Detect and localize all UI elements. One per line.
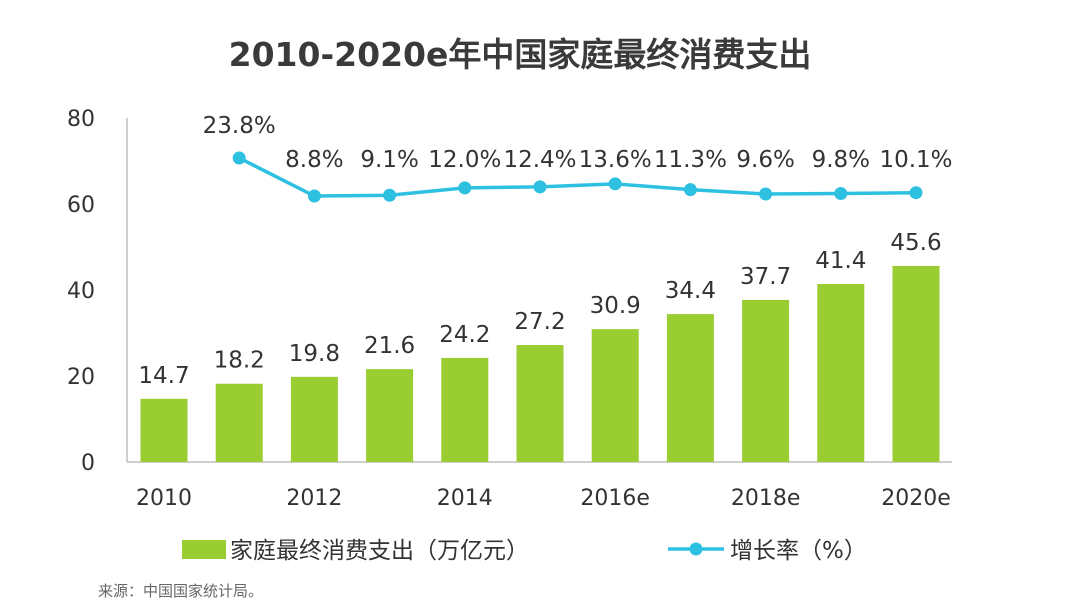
bar [215, 383, 263, 462]
growth-point [533, 180, 547, 194]
growth-value-label: 8.8% [285, 147, 343, 173]
line-series: 23.8% 8.8% 9.1% 12.0% 12.4% 13.6% 11.3% 9.6% 9.8… [203, 113, 953, 203]
bar-value-label: 45.6 [890, 230, 941, 256]
y-tick-label: 60 [67, 193, 95, 218]
growth-value-label: 10.1% [879, 147, 952, 173]
x-axis: 2010 2012 2014 2016e 2018e 2020e [127, 461, 952, 511]
y-tick-label: 40 [67, 279, 95, 304]
legend-bar-swatch [182, 540, 226, 559]
growth-value-label: 9.6% [736, 147, 794, 173]
growth-point [834, 186, 848, 200]
growth-point [458, 181, 472, 195]
growth-point [608, 177, 622, 191]
y-tick-label: 0 [81, 451, 95, 476]
bar-value-label: 34.4 [665, 278, 716, 304]
legend: 家庭最终消费支出（万亿元） 增长率（%） [182, 538, 867, 564]
bar [441, 357, 489, 462]
bar-value-label: 27.2 [514, 309, 565, 335]
growth-value-label: 11.3% [654, 147, 727, 173]
bar-value-label: 24.2 [439, 322, 490, 348]
x-tick-label: 2014 [437, 486, 493, 511]
bar [591, 329, 639, 462]
bar-value-label: 37.7 [740, 264, 791, 290]
bar [817, 283, 865, 462]
bar-value-label: 19.8 [289, 341, 340, 367]
growth-point [383, 188, 397, 202]
growth-value-label: 9.8% [812, 147, 870, 173]
growth-value-label: 12.0% [428, 147, 501, 173]
legend-line-label: 增长率（%） [730, 538, 867, 564]
chart-title: 2010-2020e年中国家庭最终消费支出 [229, 35, 812, 74]
growth-point [307, 189, 321, 203]
bar [140, 398, 188, 462]
growth-point [683, 183, 697, 197]
y-tick-label: 20 [67, 365, 95, 390]
growth-point [232, 151, 246, 165]
bar-value-label: 14.7 [138, 363, 189, 389]
growth-point [909, 186, 923, 200]
growth-point [759, 187, 773, 201]
x-tick-label: 2020e [881, 486, 951, 511]
bar [366, 369, 414, 462]
bar-value-label: 21.6 [364, 333, 415, 359]
legend-line-marker [689, 542, 703, 556]
x-tick-label: 2016e [580, 486, 650, 511]
y-tick-label: 80 [67, 107, 95, 132]
growth-value-label: 9.1% [360, 147, 418, 173]
bar [516, 345, 564, 462]
growth-value-label: 12.4% [503, 147, 576, 173]
growth-line [238, 156, 917, 198]
bar [666, 314, 714, 462]
bar [290, 376, 338, 462]
legend-bar-label: 家庭最终消费支出（万亿元） [230, 538, 529, 564]
growth-value-label: 23.8% [203, 113, 276, 139]
bar-value-label: 41.4 [815, 248, 866, 274]
bar-value-label: 18.2 [214, 348, 265, 374]
growth-value-label: 13.6% [579, 147, 652, 173]
x-tick-label: 2018e [731, 486, 801, 511]
y-axis: 0 20 40 60 80 [67, 107, 128, 476]
source-note: 来源：中国国家统计局。 [98, 582, 263, 600]
bar-series: 14.7 18.2 19.8 21.6 24.2 27.2 30.9 34.4 37.7 41.4… [138, 230, 942, 462]
x-tick-label: 2012 [286, 486, 342, 511]
bar [742, 299, 790, 462]
bar-value-label: 30.9 [590, 293, 641, 319]
bar [892, 265, 940, 462]
x-tick-label: 2010 [136, 486, 192, 511]
